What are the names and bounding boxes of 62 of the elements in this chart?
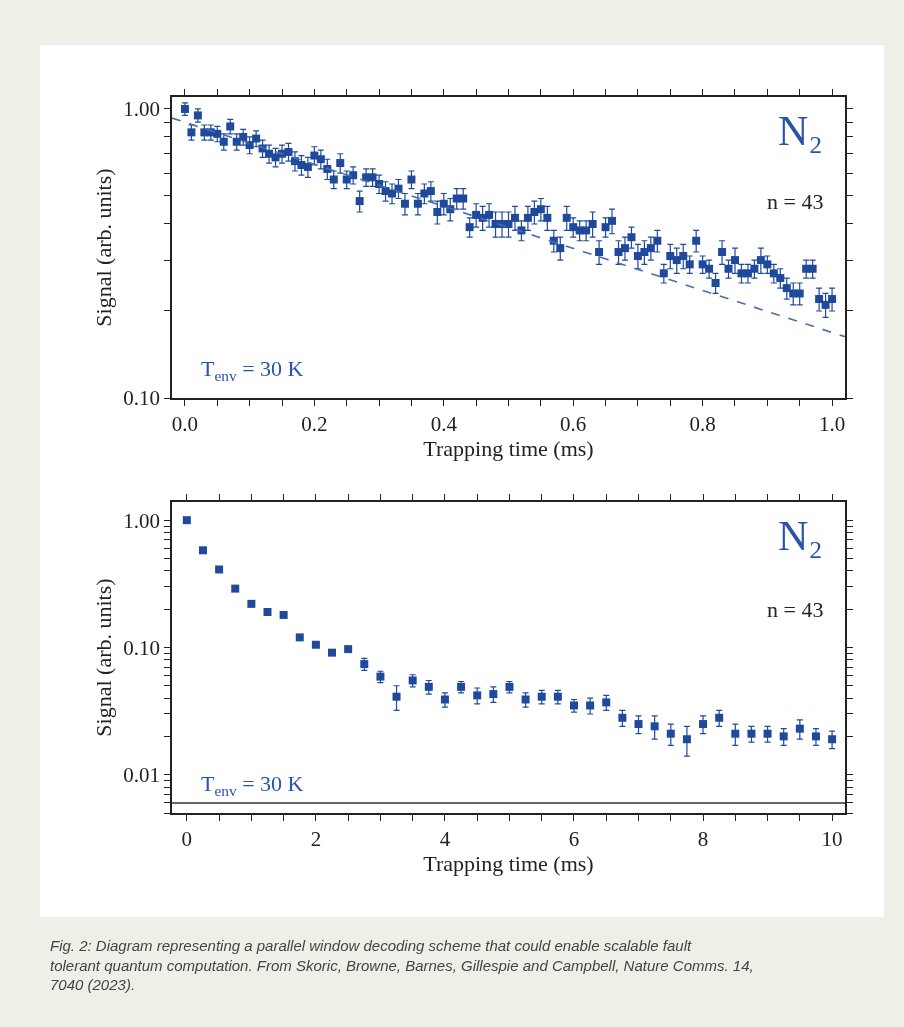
y-tick-label: 1.00 [123,508,161,533]
x-tick-label: 0.0 [171,411,199,436]
y-tick-label: 0.10 [123,635,161,660]
x-tick-label: 0.4 [430,411,458,436]
point [747,729,756,738]
x-tick-label: 2 [310,826,322,851]
point [392,692,401,701]
x-axis-title: Trapping time (ms) [423,850,594,876]
y-tick-label: 0.10 [123,386,161,411]
point [328,648,337,657]
annotation: N₂ [778,108,823,154]
point [198,546,207,555]
point [537,692,546,701]
point [473,691,482,700]
x-tick-label: 4 [439,826,451,851]
point [602,698,611,707]
annotation: T$_{env}$ = 30 K [201,356,304,384]
annotation: N₂ [778,513,823,559]
x-tick-label: 8 [697,826,709,851]
x-tick-label: 0.6 [560,411,587,436]
point [295,633,304,642]
point [182,516,191,525]
annotation: n = 43 [767,597,824,622]
point [586,701,595,710]
point [763,729,772,738]
point [279,610,288,619]
point [682,735,691,744]
annotation: n = 43 [767,189,824,214]
point [521,695,530,704]
point [650,722,659,731]
point [811,732,820,741]
y-tick-label: 0.01 [123,763,161,788]
caption: Fig. 2: Diagram representing a parallel window decoding scheme that could enable scalable fault tolerant quantum computation. From Skoric, Browne, Barnes, Gillespie and Campbell, Nature Comms. 14, 7040 (2023). [50,937,754,993]
x-tick-label: 0 [181,826,193,851]
x-axis-title: Trapping time (ms) [423,435,594,461]
x-tick-label: 0.8 [689,411,716,436]
point [489,690,498,699]
x-tick-label: 6 [568,826,580,851]
x-tick-label: 10 [821,826,843,851]
x-tick-label: 0.2 [301,411,328,436]
point [618,713,627,722]
y-axis-title: Signal (arb. units) [90,578,116,737]
point [247,599,256,608]
point [424,682,433,691]
point [731,729,740,738]
point [779,732,788,741]
point [440,695,449,704]
point [795,724,804,733]
y-axis-title: Signal (arb. units) [90,168,116,327]
point [553,692,562,701]
point [634,720,643,729]
y-tick-label: 1.00 [123,97,161,122]
point [715,713,724,722]
point [231,584,240,593]
point [263,607,272,616]
annotation: T$_{env}$ = 30 K [201,771,304,799]
x-tick-label: 1.0 [818,411,846,436]
point [828,735,837,744]
point [344,645,353,654]
point [666,729,675,738]
point [699,720,708,729]
point [311,640,320,649]
